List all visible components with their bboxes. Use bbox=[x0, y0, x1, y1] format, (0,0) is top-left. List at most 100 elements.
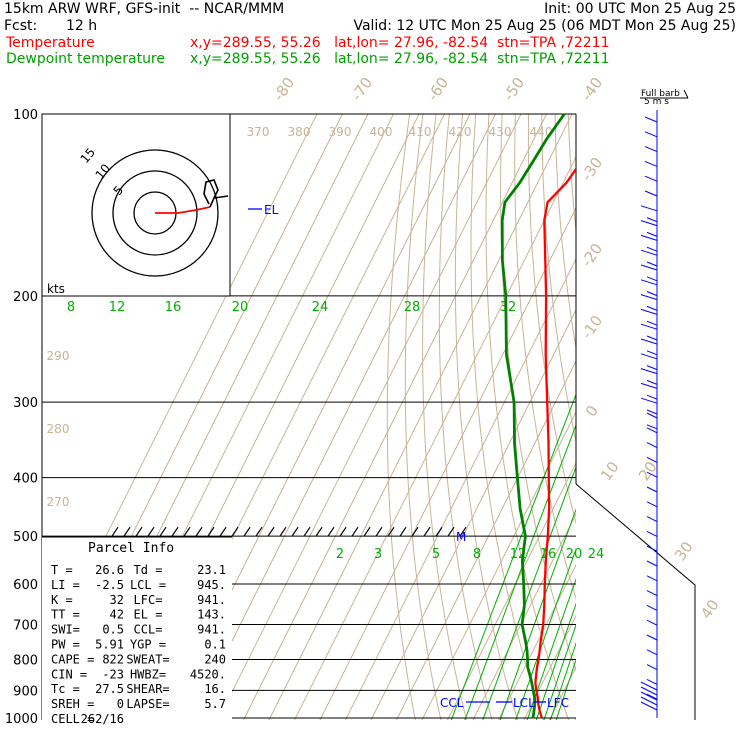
parcel-row-value: 42 bbox=[110, 608, 124, 622]
wind-barb-half bbox=[646, 379, 658, 385]
dry-adiabat-line bbox=[621, 114, 740, 731]
isotherm-tick-label: -60 bbox=[424, 74, 453, 104]
parcel-row-label: CELL = bbox=[51, 712, 94, 726]
parcel-row-value: 27.5 bbox=[95, 682, 124, 696]
wind-barb bbox=[646, 575, 658, 582]
dry-adiabat-line bbox=[647, 114, 740, 731]
wind-barb bbox=[646, 604, 658, 611]
isotherm-line bbox=[319, 206, 576, 720]
hatch-mark bbox=[411, 526, 419, 537]
pressure-tick-label: 100 bbox=[13, 108, 38, 123]
hatch-mark bbox=[435, 526, 443, 537]
theta-tick-label: 270 bbox=[47, 495, 70, 509]
hatch-mark bbox=[195, 526, 203, 537]
wind-barb bbox=[646, 664, 658, 671]
wind-barb bbox=[646, 427, 658, 434]
isotherm-line bbox=[472, 512, 576, 720]
dry-adiabat-line bbox=[608, 114, 740, 731]
theta-tick-label: 370 bbox=[247, 125, 270, 139]
isotherm-tick-label: -40 bbox=[578, 74, 607, 104]
mixing-ratio-line bbox=[450, 393, 576, 720]
wind-barb bbox=[640, 323, 658, 330]
parcel-row-value: 143. bbox=[197, 608, 226, 622]
theta-tick-label: 380 bbox=[288, 125, 311, 139]
hodograph-trace-low bbox=[155, 206, 211, 214]
parcel-row-label: LFC= bbox=[134, 593, 163, 607]
wind-barb bbox=[640, 353, 658, 360]
wind-barb bbox=[640, 279, 658, 286]
level-markers: EL M CCL LCL LFC bbox=[248, 203, 569, 710]
wind-barb bbox=[646, 456, 658, 463]
hatch-mark bbox=[387, 526, 395, 537]
parcel-row-value: 23.1 bbox=[197, 563, 226, 577]
wind-barb bbox=[640, 249, 658, 256]
mixing-ratio-line bbox=[549, 641, 576, 720]
wind-barb-half bbox=[646, 320, 658, 326]
isotherm-line bbox=[421, 410, 576, 720]
wind-barb bbox=[646, 619, 658, 626]
pressure-tick-label: 1000 bbox=[5, 712, 38, 727]
pressure-tick-label: 800 bbox=[13, 653, 38, 668]
parcel-row-label: SREH = bbox=[51, 697, 94, 711]
mixing-ratio-tick-label: 16 bbox=[165, 300, 182, 315]
wind-barb bbox=[640, 686, 658, 696]
hatch-mark bbox=[231, 526, 239, 537]
parcel-info-background bbox=[42, 537, 232, 720]
mixing-ratio-tick-label: 8 bbox=[473, 547, 481, 562]
hodograph-ring bbox=[91, 149, 219, 277]
parcel-row-value: -2.5 bbox=[95, 578, 124, 592]
wind-barb bbox=[646, 442, 658, 449]
pressure-tick-label: 300 bbox=[13, 396, 38, 411]
parcel-row-value: 5.91 bbox=[95, 638, 124, 652]
dry-adiabat-line bbox=[595, 114, 740, 731]
hatch-mark bbox=[123, 526, 131, 537]
isotherm-line bbox=[548, 665, 576, 720]
isotherm-tick-label: 30 bbox=[671, 538, 697, 564]
wind-barb-half bbox=[646, 261, 658, 267]
hatch-mark bbox=[111, 526, 119, 537]
dry-adiabat-line bbox=[485, 114, 570, 720]
isotherm-line bbox=[497, 563, 576, 720]
wind-barb bbox=[640, 220, 658, 227]
dry-adiabat-line bbox=[567, 114, 576, 235]
wind-barb bbox=[646, 471, 658, 478]
wind-barb bbox=[646, 693, 658, 700]
parcel-row-value: 16. bbox=[204, 682, 226, 696]
parcel-info-title: Parcel Info bbox=[88, 541, 174, 556]
hatch-mark bbox=[219, 526, 227, 537]
lcl-marker-label: LCL bbox=[513, 696, 535, 710]
dewpoint-trace bbox=[500, 114, 566, 719]
parcel-row-label: SHEAR= bbox=[126, 682, 169, 696]
wind-barb bbox=[640, 308, 658, 315]
hatch-mark bbox=[147, 526, 155, 537]
wind-barb bbox=[644, 146, 658, 153]
hatch-mark bbox=[267, 526, 275, 537]
dry-adiabat-line bbox=[661, 114, 740, 731]
mixing-ratio-tick-label: 28 bbox=[404, 300, 421, 315]
mixing-ratio-tick-label: 20 bbox=[566, 547, 583, 562]
hatch-mark bbox=[207, 526, 215, 537]
isotherm-line bbox=[621, 86, 740, 730]
init-time: Init: 00 UTC Mon 25 Aug 25 bbox=[544, 1, 736, 17]
hatch-mark bbox=[255, 526, 263, 537]
wind-barb-half bbox=[646, 409, 658, 415]
wind-barb bbox=[646, 486, 658, 493]
wind-barb bbox=[646, 649, 658, 656]
dry-adiabat-line bbox=[634, 114, 740, 731]
forecast-hour: 12 h bbox=[66, 18, 98, 34]
isotherm-line bbox=[217, 114, 522, 720]
parcel-row-label: K = bbox=[51, 593, 73, 607]
dry-adiabat-line bbox=[422, 114, 467, 720]
mixing-ratio-line bbox=[515, 547, 576, 720]
temperature-trace bbox=[534, 167, 576, 719]
wind-barb bbox=[646, 560, 658, 567]
barb-legend-line2: 5 m s bbox=[644, 97, 669, 107]
isotherm-line bbox=[344, 257, 576, 720]
wind-barb-half bbox=[646, 246, 658, 252]
mixing-ratio-tick-label: 12 bbox=[109, 300, 126, 315]
dry-adiabat-line bbox=[404, 114, 442, 720]
wind-barb bbox=[646, 545, 658, 552]
pressure-tick-label: 200 bbox=[13, 290, 38, 305]
